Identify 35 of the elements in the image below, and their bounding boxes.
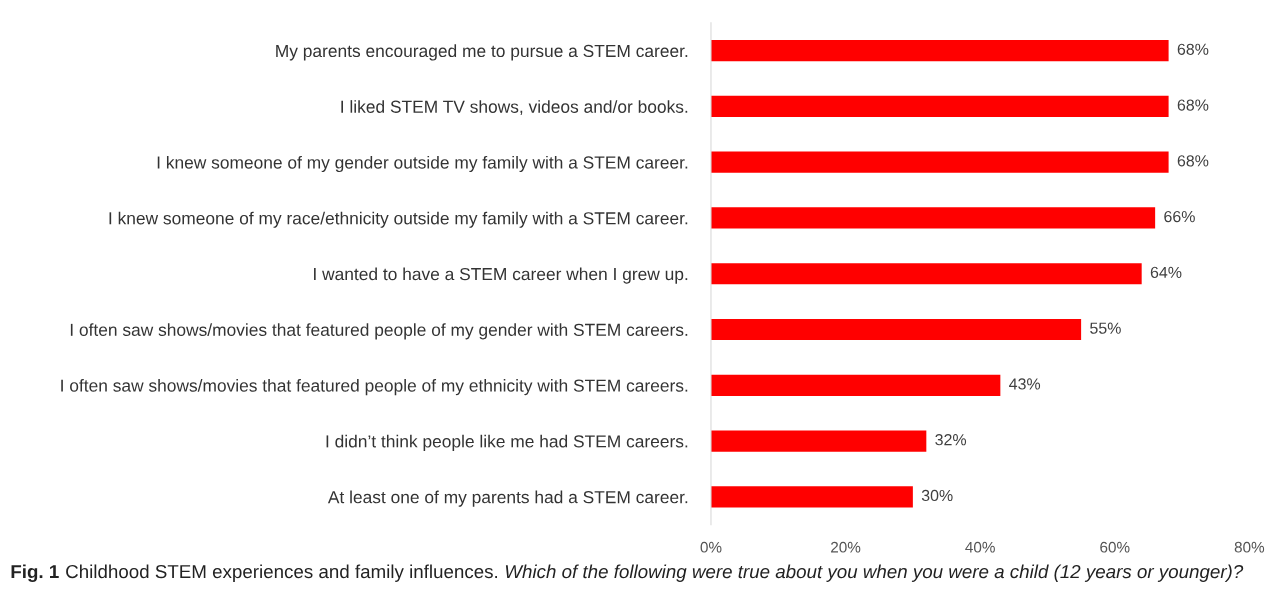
text: Which of the following were true about you when you were a child (12 years or younger)? [505,564,1244,582]
caption: Fig. 1 [11,564,59,583]
data-label: 55% [1090,322,1121,334]
x-tick-label: 40% [965,541,995,553]
x-tick-label: 80% [1234,541,1265,553]
bar [710,151,1169,173]
y-tick-label: I wanted to have a STEM career when I grew up. [314,267,688,284]
y-tick-label: I often saw shows/movies that featured people of my ethnicity with STEM careers. [61,379,688,396]
data-label: 66% [1164,210,1195,223]
bar [710,430,927,452]
x-tick-label: 60% [1100,541,1130,553]
y-tick-label: I knew someone of my race/ethnicity outside my family with a STEM career. [109,211,688,228]
y-tick-label: At least one of my parents had a STEM career. [327,490,688,507]
bar [710,263,1142,285]
bar [710,207,1156,229]
bar [710,95,1169,118]
text: Childhood STEM experiences and family influences. [66,564,498,582]
y-tick-label: I liked STEM TV shows, videos and/or books. [341,100,688,115]
data-label: 68% [1177,99,1209,111]
x-tick-label: 0% [700,541,722,553]
bar [710,318,1082,341]
data-label: 32% [935,434,967,446]
y-tick-label: I often saw shows/movies that featured people of my gender with STEM careers. [70,323,688,340]
y-tick-label: I didn’t think people like me had STEM careers. [326,434,688,451]
y-tick-label: My parents encouraged me to pursue a STEM career. [276,44,688,61]
x-tick-label: 20% [831,541,861,553]
data-label: 43% [1009,378,1041,390]
data-label: 30% [921,489,953,502]
bar [710,374,1001,396]
data-label: 68% [1177,43,1209,55]
y-tick-label: I knew someone of my gender outside my family with a STEM career. [157,155,688,173]
bar [710,486,913,508]
bar [710,40,1169,62]
data-label: 68% [1177,155,1209,167]
data-label: 64% [1150,266,1182,279]
